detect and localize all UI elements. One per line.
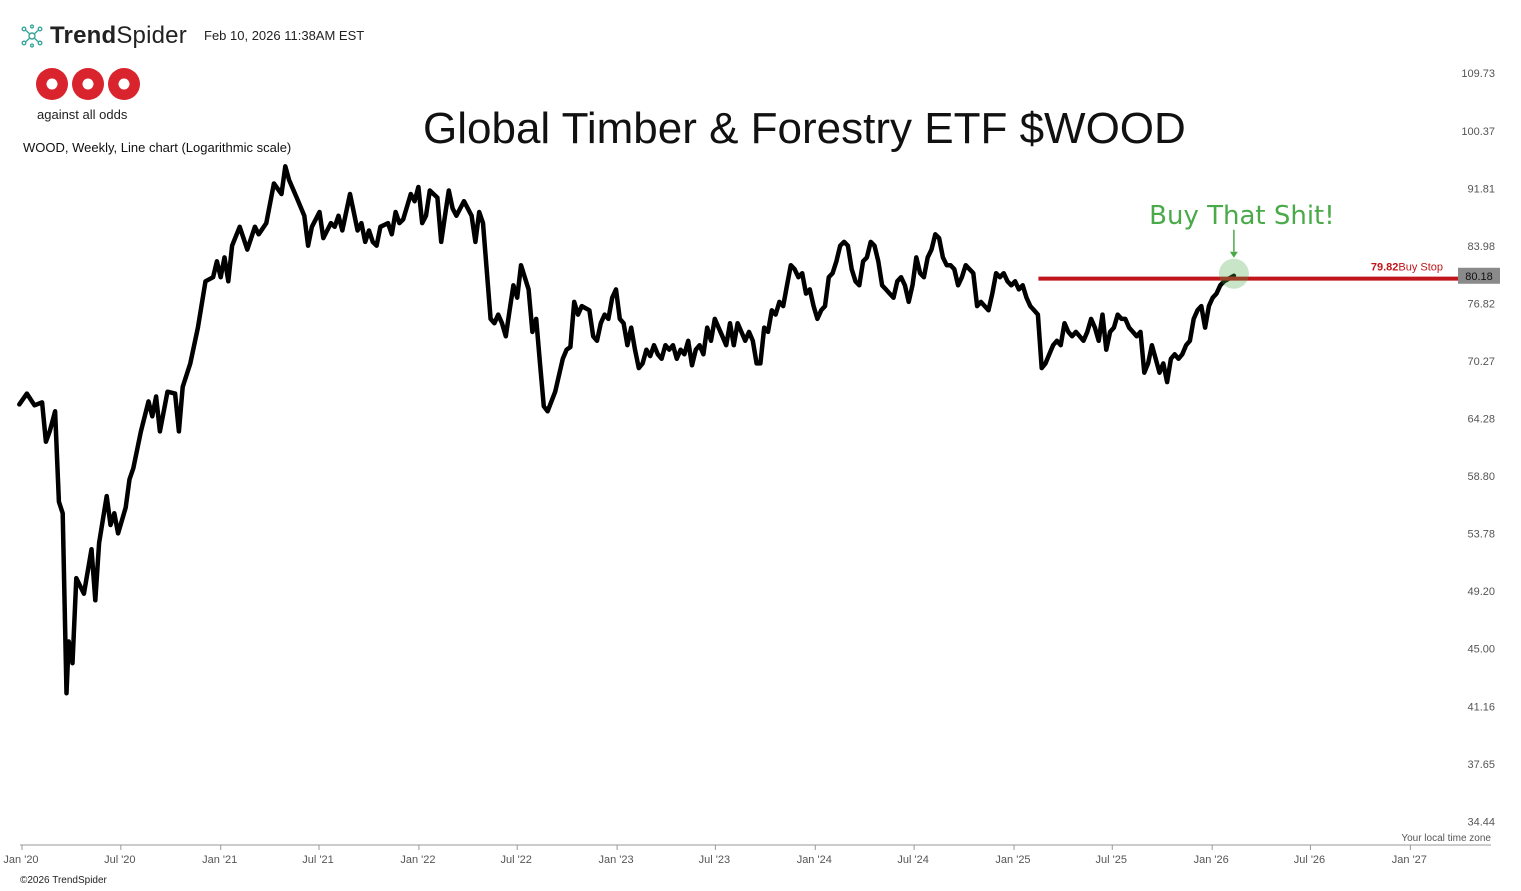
buy-stop-label: 79.82Buy Stop	[1371, 262, 1443, 274]
timestamp: Feb 10, 2026 11:38AM EST	[204, 28, 365, 43]
x-tick-label: Jan '21	[202, 854, 237, 866]
x-tick-label: Jul '20	[104, 854, 135, 866]
x-axis: Jan '20 Jul '20 Jan '21 Jul '21 Jan '22 Jul '…	[3, 833, 1491, 866]
y-tick-label: 76.82	[1467, 298, 1495, 310]
copyright: ©2026 TrendSpider	[20, 875, 107, 886]
x-tick-label: Jul '25	[1096, 854, 1127, 866]
buy-stop-value: 79.82	[1371, 262, 1399, 274]
x-tick-label: Jan '26	[1194, 854, 1229, 866]
last-price-label: 80.18	[1465, 271, 1493, 283]
y-tick-label: 45.00	[1467, 644, 1495, 656]
chart-subtitle: WOOD, Weekly, Line chart (Logarithmic sc…	[23, 140, 292, 155]
x-tick-label: Jan '22	[400, 854, 435, 866]
logo-ring-1-hole	[46, 78, 58, 90]
y-tick-label: 64.28	[1467, 413, 1495, 425]
y-tick-label: 34.44	[1467, 816, 1495, 828]
trendspider-logo-icon	[21, 24, 43, 48]
x-tick-label: Jan '24	[797, 854, 832, 866]
logo-ring-3-hole	[118, 78, 130, 90]
y-tick-label: 58.80	[1467, 471, 1495, 483]
against-all-odds-logo	[36, 68, 140, 100]
x-tick-label: Jul '24	[897, 854, 928, 866]
y-tick-label: 70.27	[1467, 356, 1495, 368]
x-tick-label: Jan '25	[995, 854, 1030, 866]
x-tick-label: Jan '20	[3, 854, 38, 866]
y-tick-label: 100.37	[1461, 126, 1495, 138]
y-tick-label: 53.78	[1467, 529, 1495, 541]
brand: TrendSpider	[20, 20, 187, 52]
annotation-highlight	[1218, 258, 1249, 289]
brand-name: TrendSpider	[50, 22, 187, 49]
x-tick-label: Jul '26	[1294, 854, 1325, 866]
y-tick-label: 49.20	[1467, 586, 1495, 598]
y-tick-label: 91.81	[1467, 183, 1495, 195]
price-line	[17, 164, 1237, 696]
logo-ring-2-hole	[82, 78, 94, 90]
x-tick-label: Jul '23	[699, 854, 730, 866]
y-tick-label: 37.65	[1467, 759, 1495, 771]
buy-stop-text: Buy Stop	[1398, 262, 1443, 274]
x-tick-label: Jul '22	[500, 854, 531, 866]
annotation-text: Buy That Shit!	[1149, 201, 1335, 231]
y-tick-label: 109.73	[1461, 68, 1495, 80]
y-tick-label: 41.16	[1467, 701, 1495, 713]
x-tick-label: Jan '23	[599, 854, 634, 866]
x-tick-label: Jul '21	[302, 854, 333, 866]
x-tick-label: Jan '27	[1392, 854, 1427, 866]
logo-text: against all odds	[37, 107, 128, 122]
annotation-arrowhead	[1229, 251, 1238, 258]
y-tick-label: 83.98	[1467, 241, 1495, 253]
y-axis: 109.73 100.37 91.81 83.98 76.82 70.27 64.28 58.…	[1461, 68, 1495, 828]
chart-title: Global Timber & Forestry ETF $WOOD	[423, 104, 1186, 153]
last-price-badge	[1458, 267, 1500, 284]
timezone-note: Your local time zone	[1401, 833, 1491, 844]
